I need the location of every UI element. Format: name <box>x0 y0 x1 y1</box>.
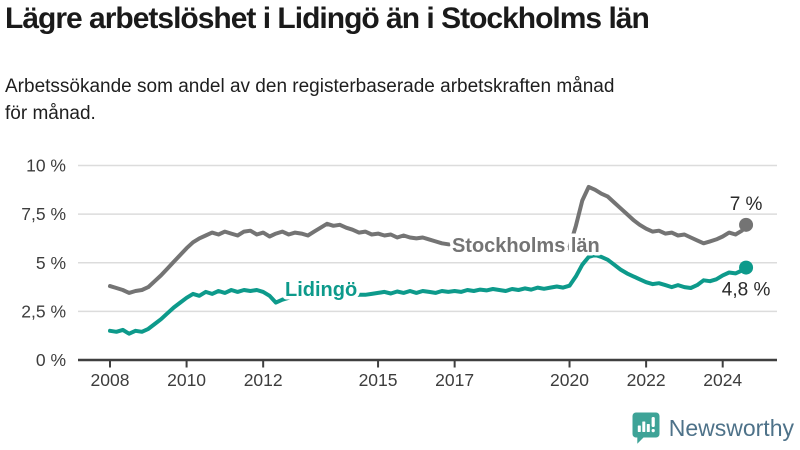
x-tick-label: 2012 <box>244 370 283 390</box>
chart-subtitle: Arbetssökande som andel av den registerb… <box>5 74 614 128</box>
x-tick-label: 2022 <box>627 370 666 390</box>
y-tick-label: 2,5 % <box>21 301 66 321</box>
end-dot-stockholms-lan <box>739 217 754 232</box>
x-tick-label: 2015 <box>359 370 398 390</box>
x-tick-label: 2017 <box>435 370 474 390</box>
series-label-lidingo: Lidingö <box>285 279 357 301</box>
brand-name: Newsworthy <box>668 414 794 441</box>
end-dot-lidingo <box>739 260 754 275</box>
chart-title: Lägre arbetslöshet i Lidingö än i Stockh… <box>5 2 650 35</box>
newsworthy-icon <box>632 412 660 444</box>
x-tick-label: 2020 <box>550 370 589 390</box>
value-annotation: 4,8 % <box>722 280 771 301</box>
y-tick-label: 0 % <box>36 350 66 370</box>
x-tick-label: 2010 <box>167 370 206 390</box>
series-label-stockholms-lan: Stockholms län <box>452 235 600 257</box>
y-tick-label: 7,5 % <box>21 204 66 224</box>
y-tick-label: 5 % <box>36 253 66 273</box>
series-line-lidingo <box>108 253 749 336</box>
newsworthy-logo[interactable]: Newsworthy <box>631 411 794 445</box>
value-annotation: 7 % <box>730 194 763 215</box>
subtitle-line-2: för månad. <box>5 102 96 124</box>
y-tick-label: 10 % <box>26 156 66 176</box>
subtitle-line-1: Arbetssökande som andel av den registerb… <box>5 76 615 97</box>
series-line-stockholms-lan <box>108 184 749 295</box>
x-tick-label: 2024 <box>703 370 742 390</box>
x-tick-label: 2008 <box>91 370 130 390</box>
